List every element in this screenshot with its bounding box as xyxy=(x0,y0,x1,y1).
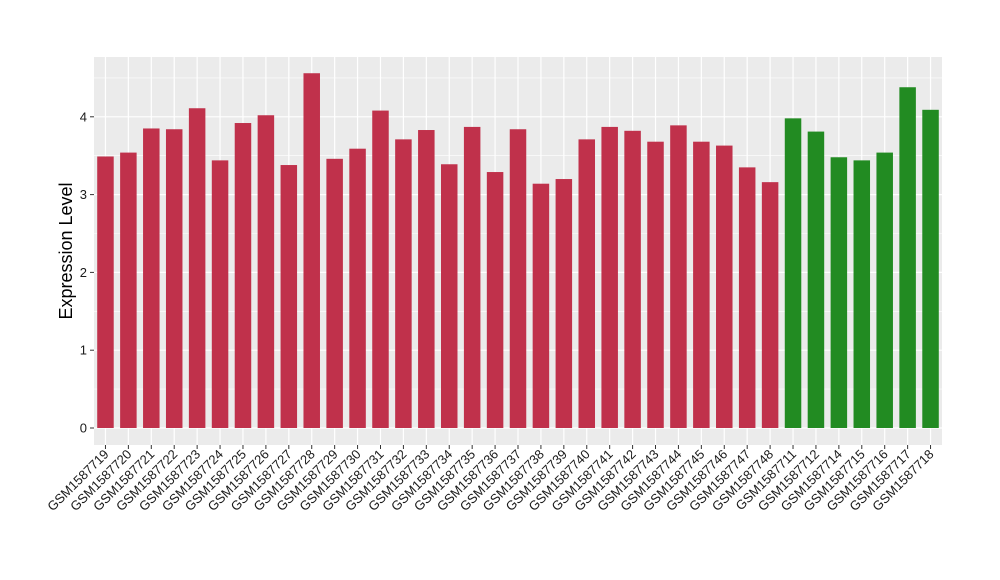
bar-GSM1587711 xyxy=(784,118,802,428)
bar-GSM1587717 xyxy=(899,87,916,429)
bar-GSM1587720 xyxy=(120,152,137,428)
y-axis-label: Expression Level xyxy=(56,182,76,319)
bar-GSM1587714 xyxy=(830,157,848,429)
y-tick-label: 3 xyxy=(80,187,87,202)
bar-GSM1587712 xyxy=(807,131,825,428)
bar-GSM1587729 xyxy=(326,158,343,428)
bar-GSM1587734 xyxy=(440,164,458,428)
bars xyxy=(97,73,939,429)
bar-GSM1587716 xyxy=(876,152,893,428)
bar-GSM1587732 xyxy=(395,139,412,428)
y-axis: 0 1 2 3 4 xyxy=(80,109,94,436)
bar-GSM1587735 xyxy=(463,126,481,428)
bar-GSM1587725 xyxy=(234,123,252,429)
bar-GSM1587740 xyxy=(578,139,596,428)
bar-GSM1587726 xyxy=(257,115,275,428)
bar-GSM1587743 xyxy=(647,141,664,429)
bar-GSM1587721 xyxy=(143,128,160,428)
y-tick-label: 0 xyxy=(80,421,87,436)
bar-GSM1587730 xyxy=(349,148,366,428)
bar-GSM1587719 xyxy=(97,156,114,428)
bar-GSM1587738 xyxy=(532,183,550,428)
bar-GSM1587736 xyxy=(486,172,504,428)
bar-GSM1587733 xyxy=(418,130,435,428)
y-tick-label: 2 xyxy=(80,265,87,280)
y-tick-label: 4 xyxy=(80,109,87,124)
bar-GSM1587745 xyxy=(693,141,710,429)
bar-GSM1587724 xyxy=(211,160,229,429)
bar-GSM1587746 xyxy=(716,145,733,428)
bar-GSM1587727 xyxy=(280,165,298,428)
bar-GSM1587748 xyxy=(761,182,779,428)
x-axis: GSM1587719GSM1587720GSM1587721GSM1587722… xyxy=(44,445,937,514)
bar-GSM1587739 xyxy=(555,179,573,428)
bar-GSM1587744 xyxy=(670,125,687,428)
bar-GSM1587715 xyxy=(853,160,871,429)
bar-GSM1587747 xyxy=(738,167,756,428)
y-tick-label: 1 xyxy=(80,343,87,358)
bar-GSM1587722 xyxy=(165,129,183,429)
bar-GSM1587741 xyxy=(601,126,618,428)
bar-GSM1587718 xyxy=(922,109,939,428)
bar-GSM1587728 xyxy=(303,73,320,429)
bar-GSM1587737 xyxy=(509,129,527,429)
bar-GSM1587731 xyxy=(372,110,389,429)
bar-GSM1587742 xyxy=(624,130,641,428)
bar-GSM1587723 xyxy=(188,108,206,428)
